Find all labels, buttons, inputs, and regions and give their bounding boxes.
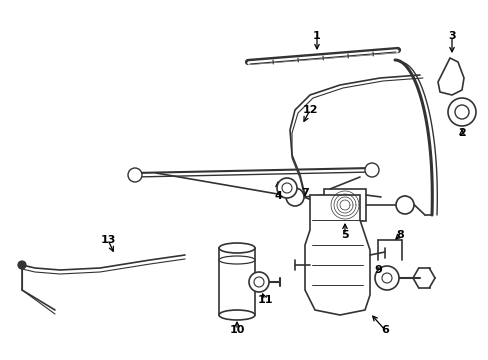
Text: 3: 3 xyxy=(447,31,455,41)
Text: 6: 6 xyxy=(380,325,388,335)
Circle shape xyxy=(128,168,142,182)
Circle shape xyxy=(285,188,304,206)
Circle shape xyxy=(374,266,398,290)
Polygon shape xyxy=(305,195,369,315)
Text: 11: 11 xyxy=(257,295,272,305)
Text: 13: 13 xyxy=(100,235,116,245)
Text: 5: 5 xyxy=(341,230,348,240)
Text: 1: 1 xyxy=(312,31,320,41)
Text: 8: 8 xyxy=(395,230,403,240)
Text: 7: 7 xyxy=(301,188,308,198)
Polygon shape xyxy=(437,58,463,95)
Circle shape xyxy=(447,98,475,126)
Text: 4: 4 xyxy=(273,191,282,201)
Text: 10: 10 xyxy=(229,325,244,335)
Text: 12: 12 xyxy=(302,105,317,115)
Bar xyxy=(324,189,365,221)
Circle shape xyxy=(248,272,268,292)
Ellipse shape xyxy=(219,310,254,320)
Text: 9: 9 xyxy=(373,265,381,275)
Circle shape xyxy=(276,178,296,198)
Circle shape xyxy=(18,261,26,269)
Circle shape xyxy=(364,163,378,177)
Circle shape xyxy=(395,196,413,214)
Text: 2: 2 xyxy=(457,128,465,138)
Ellipse shape xyxy=(219,243,254,253)
Ellipse shape xyxy=(219,256,254,264)
